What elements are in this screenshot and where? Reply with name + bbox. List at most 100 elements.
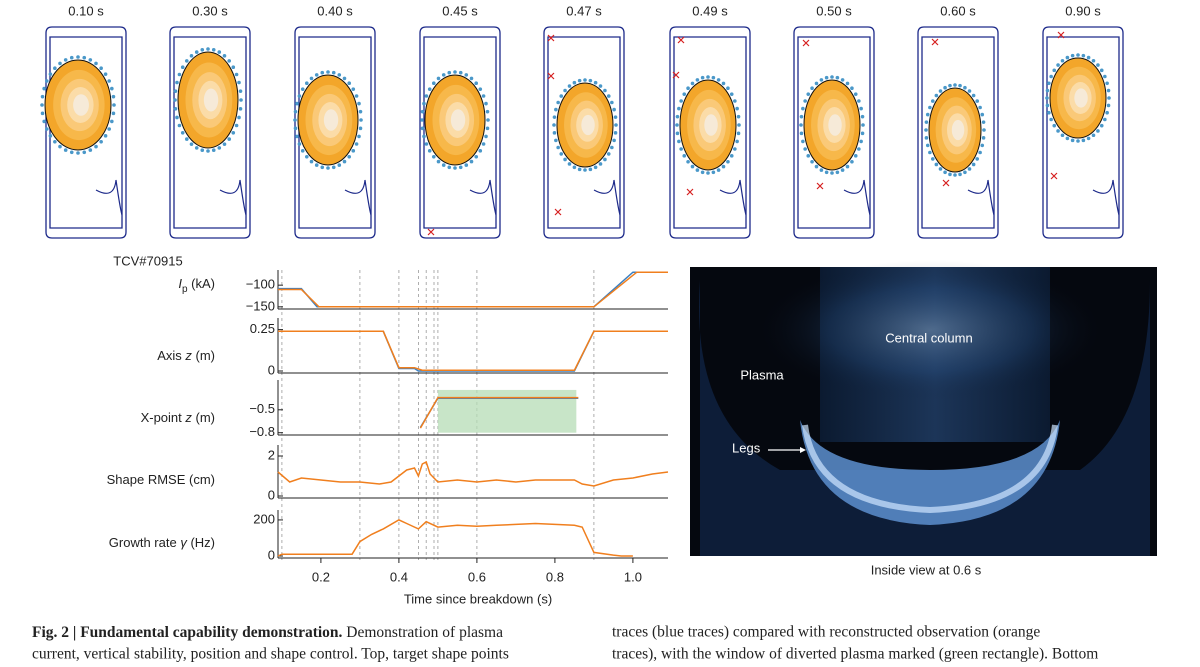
target-point [206,149,210,153]
target-point [563,88,567,93]
label-var: z [184,410,192,425]
y-tick-label: 0 [268,487,275,502]
target-point [736,131,741,136]
trace [278,271,668,308]
target-point [88,148,93,152]
target-point [111,111,116,116]
target-point [40,94,45,99]
target-point [48,134,53,138]
target-point [679,147,683,151]
target-point [94,144,98,149]
y-tick-label: 0 [268,362,275,377]
target-point [971,93,976,98]
label-text: Growth rate [109,535,181,550]
target-point [721,164,726,169]
target-point [814,81,819,86]
plasma [203,88,219,112]
target-point [111,94,116,99]
target-point [227,59,232,63]
snapshot-time: 0.45 s [442,3,478,18]
target-point [58,144,62,149]
target-point [474,154,479,159]
plasma [450,109,466,131]
y-tick-label: −150 [246,298,275,313]
target-point [474,81,479,86]
target-point [94,61,98,66]
target-point [695,78,700,82]
target-point [803,147,807,151]
target-point [958,172,962,177]
photo-label: Plasma [740,367,784,382]
snapshot-time: 0.40 s [317,3,353,18]
caption-line: traces), with the window of diverted pla… [612,646,1098,663]
target-point [830,75,834,79]
divertor [95,179,123,216]
target-point [453,166,457,170]
target-point [928,105,932,110]
shot-label: TCV#70915 [113,253,182,268]
target-point [217,146,222,150]
target-point [593,80,598,85]
target-point [173,98,177,102]
x-tick-label: 1.0 [624,569,642,584]
target-point [925,112,930,117]
snapshot-time: 0.60 s [940,3,976,18]
target-point [857,147,861,151]
target-point [695,168,700,172]
x-tick-label: 0.4 [390,569,408,584]
target-point [337,73,342,77]
plasma [323,109,339,131]
target-point [431,154,436,159]
traces: Ip (kA) −100 −150 Axis z (m) 0.25 0 X-point z … [107,270,669,584]
target-point [184,59,189,63]
trace [278,330,668,371]
target-point [107,127,111,131]
target-point [304,81,309,86]
target-point [845,164,850,169]
target-point [320,70,325,75]
target-point [351,149,356,153]
plasma-glow [802,424,1058,514]
target-point [175,115,179,120]
target-point [572,80,577,85]
target-point [675,114,680,119]
divertor [469,179,497,216]
target-point [1065,136,1070,141]
target-point [76,151,80,155]
target-point [1047,81,1051,86]
target-point [76,55,80,59]
target-point [729,92,734,96]
target-point [610,100,614,105]
target-point [835,170,840,175]
target-point [606,152,611,156]
target-point [99,66,103,71]
target-point [189,142,194,146]
target-point [1049,117,1053,122]
y-tick-label: 200 [253,511,275,526]
target-point [1045,88,1050,93]
target-point [721,81,726,86]
target-point [82,150,87,155]
target-point [1081,138,1086,143]
target-point [173,89,178,93]
target-point [981,136,986,140]
target-point [295,134,299,139]
target-point [103,134,108,138]
target-point [431,81,436,86]
target-point [925,143,930,148]
target-point [314,163,319,167]
target-point [217,50,222,54]
target-point [819,168,824,172]
vessel [419,26,501,239]
x-axis-label: Time since breakdown (s) [404,591,552,606]
target-point [613,131,618,135]
divertor [843,179,871,216]
target-point [552,123,556,127]
target-point [211,47,216,52]
plasma [581,114,595,136]
photo-label: Central column [885,330,972,345]
target-point [63,58,68,62]
target-point [613,115,618,119]
target-point [110,119,114,124]
target-point [464,163,469,167]
